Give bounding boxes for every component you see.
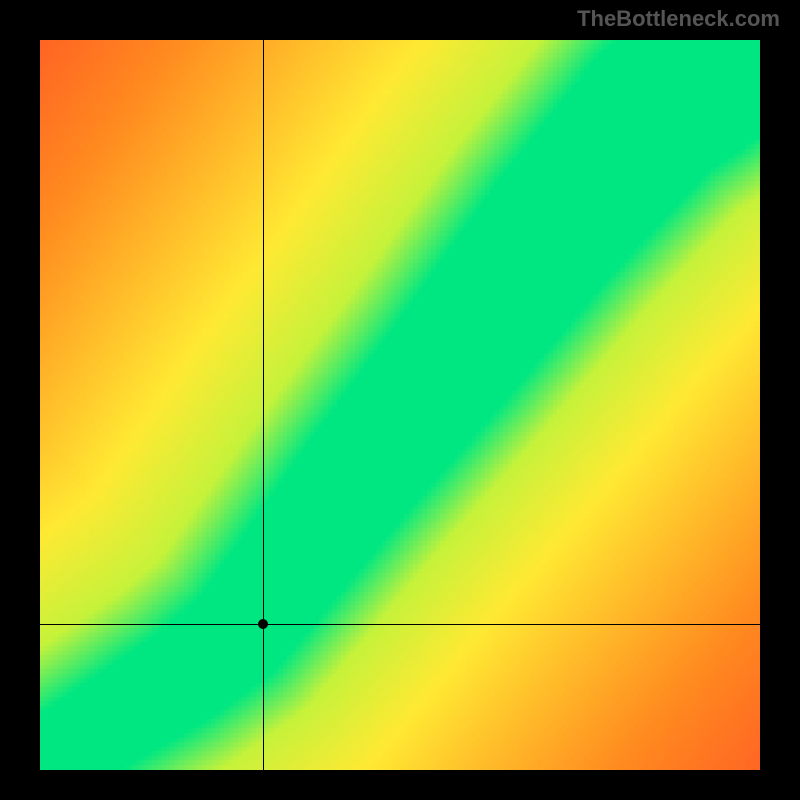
watermark-text: TheBottleneck.com [577, 6, 780, 32]
heatmap-plot [40, 40, 760, 770]
figure-frame: TheBottleneck.com [0, 0, 800, 800]
crosshair-vertical [263, 40, 264, 770]
crosshair-marker [258, 619, 268, 629]
crosshair-horizontal [40, 624, 760, 625]
heatmap-canvas [40, 40, 760, 770]
